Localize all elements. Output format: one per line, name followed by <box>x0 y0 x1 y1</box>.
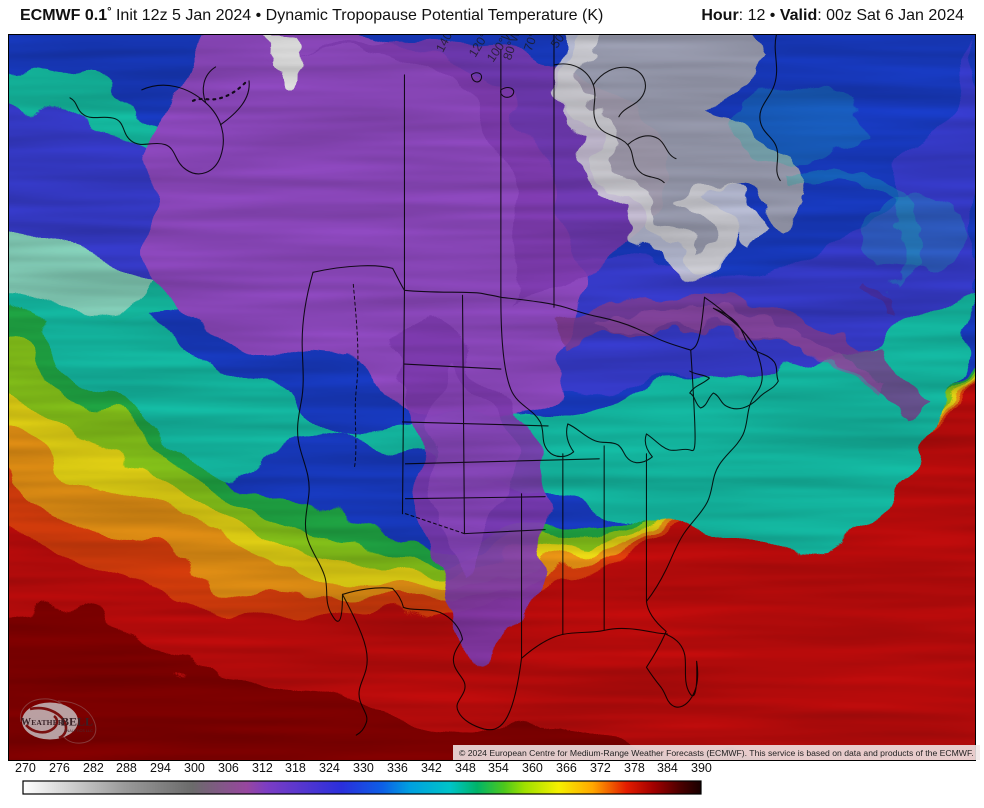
svg-text:282: 282 <box>83 761 104 775</box>
svg-text:336: 336 <box>387 761 408 775</box>
svg-text:384: 384 <box>657 761 678 775</box>
svg-text:348: 348 <box>455 761 476 775</box>
svg-text:300: 300 <box>184 761 205 775</box>
svg-text:288: 288 <box>116 761 137 775</box>
svg-text:WEATHER: WEATHER <box>21 717 64 728</box>
svg-text:BELL: BELL <box>61 715 93 729</box>
svg-text:270: 270 <box>15 761 36 775</box>
svg-text:354: 354 <box>488 761 509 775</box>
svg-text:372: 372 <box>590 761 611 775</box>
svg-text:324: 324 <box>319 761 340 775</box>
svg-text:360: 360 <box>522 761 543 775</box>
svg-text:294: 294 <box>150 761 171 775</box>
svg-text:276: 276 <box>49 761 70 775</box>
svg-text:366: 366 <box>556 761 577 775</box>
svg-text:312: 312 <box>252 761 273 775</box>
svg-text:306: 306 <box>218 761 239 775</box>
svg-text:342: 342 <box>421 761 442 775</box>
svg-text:ANALYTICS LLC: ANALYTICS LLC <box>64 729 93 733</box>
svg-text:330: 330 <box>353 761 374 775</box>
svg-text:318: 318 <box>285 761 306 775</box>
svg-text:378: 378 <box>624 761 645 775</box>
svg-text:390: 390 <box>691 761 712 775</box>
